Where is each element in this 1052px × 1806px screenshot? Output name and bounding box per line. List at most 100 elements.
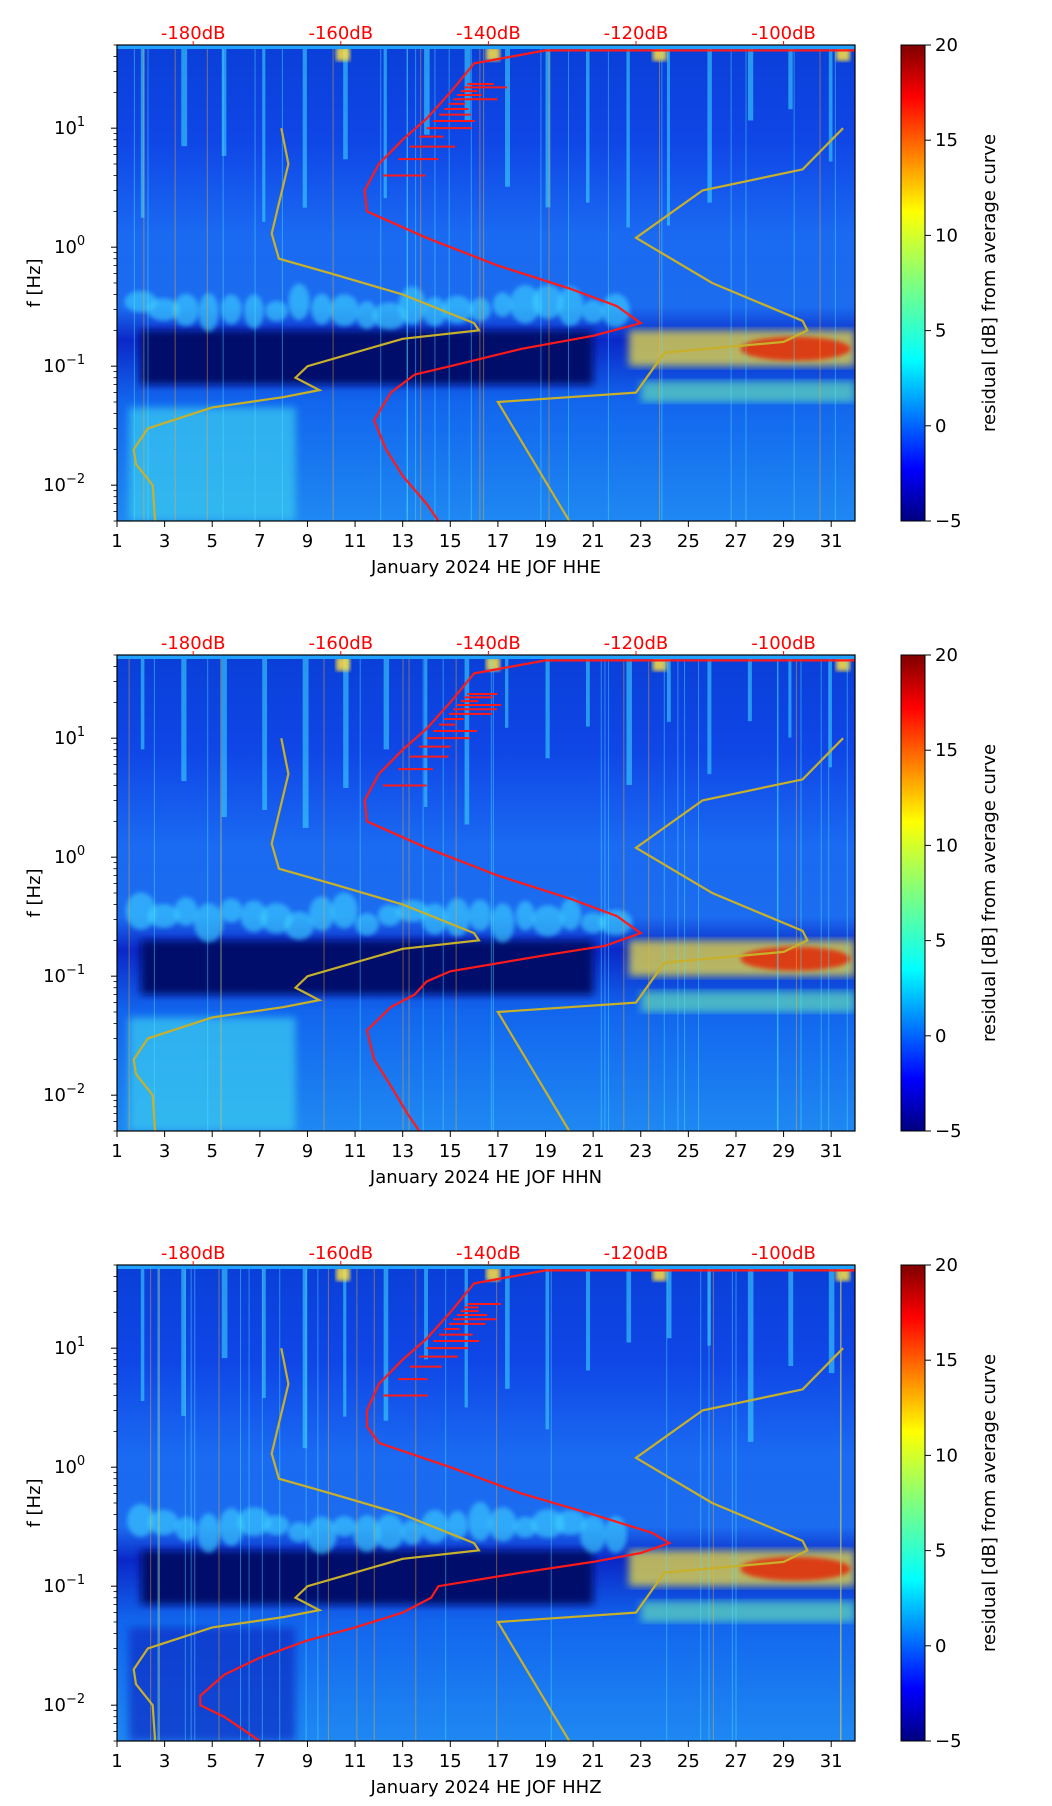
heatmap-streak [140, 49, 145, 218]
heatmap-streak [626, 1269, 632, 1343]
x-tick-label: 31 [820, 1141, 843, 1162]
heatmap-hotspot [652, 1267, 667, 1281]
y-tick-exponent: 1 [77, 115, 85, 130]
heatmap-blob [580, 1515, 607, 1554]
heatmap-blob [329, 294, 360, 327]
y-tick-label: 10−1 [43, 1573, 85, 1597]
x-tick-label: 9 [302, 531, 313, 552]
heatmap-streak [302, 49, 307, 208]
heatmap-quiet-band [140, 330, 594, 385]
top-axis-label: -140dB [456, 633, 521, 654]
top-axis-label: -120dB [604, 23, 669, 44]
heatmap-streak [828, 49, 833, 162]
heatmap-streak [505, 49, 511, 187]
heatmap-streak [262, 49, 266, 222]
y-tick-base: 10 [54, 847, 77, 868]
heatmap-streak [666, 49, 671, 226]
heatmap-streak [707, 49, 712, 203]
y-tick-label: 101 [54, 1335, 85, 1359]
heatmap-blob [509, 285, 541, 324]
top-axis-label: -160dB [308, 633, 373, 654]
heatmap-streak [747, 49, 754, 121]
heatmap-blob [263, 1515, 290, 1536]
heatmap-blob [374, 1514, 405, 1550]
heatmap-blob [284, 911, 314, 940]
heatmap-blob [353, 1515, 381, 1553]
y-axis-label: f [Hz] [24, 1478, 45, 1527]
heatmap-blob [469, 297, 491, 322]
x-tick-label: 31 [820, 1751, 843, 1772]
heatmap-blob [560, 898, 582, 931]
x-tick-label: 11 [344, 1751, 367, 1772]
heatmap-streak [343, 49, 348, 160]
x-tick-label: 21 [582, 531, 605, 552]
x-tick-label: 27 [725, 1751, 748, 1772]
x-tick-label: 19 [534, 1141, 557, 1162]
heatmap-streak [424, 49, 430, 135]
y-tick-label: 10−1 [43, 353, 85, 377]
y-tick-label: 100 [54, 844, 85, 868]
heatmap-quiet-band [140, 940, 594, 995]
heatmap-blob [401, 1519, 424, 1545]
top-axis-label: -100dB [751, 1243, 816, 1264]
average-psd-curve [363, 659, 855, 1131]
x-tick-label: 19 [534, 531, 557, 552]
colorbar: −5 0 5 10 15 20 residual [dB] from average cur… [900, 1255, 1000, 1752]
chart-panel-3: 1 3 5 7 9 11 13 15 17 19 21 23 25 27 29 3110−210−110010… [24, 1243, 1000, 1798]
heatmap-blob [490, 903, 515, 943]
heatmap-blob [468, 899, 492, 932]
nlnm-curve [496, 127, 844, 521]
y-axis-label: f [Hz] [24, 868, 45, 917]
x-tick-label: 13 [391, 1141, 414, 1162]
heatmap-streak [626, 659, 632, 786]
x-tick-label: 9 [302, 1751, 313, 1772]
heatmap-hotspot [336, 657, 351, 671]
heatmap-streak [302, 1269, 308, 1449]
colorbar-tick-label: −5 [935, 1121, 962, 1142]
x-tick-label: 3 [159, 1751, 170, 1772]
x-tick-label: 17 [486, 1141, 509, 1162]
x-tick-label: 9 [302, 1141, 313, 1162]
x-axis-label: January 2024 HE JOF HHZ [369, 1777, 601, 1798]
heatmap-hotspot [336, 47, 351, 61]
heatmap-streak [262, 1269, 266, 1399]
y-tick-exponent: 0 [77, 844, 85, 859]
heatmap-streak [181, 49, 188, 147]
heatmap-hotspot [336, 1267, 351, 1281]
heatmap-blob [488, 1507, 517, 1542]
heatmap-blob [219, 1508, 244, 1546]
heatmap-streak [788, 659, 792, 738]
heatmap-storm-peak [740, 946, 851, 971]
heatmap-blob [175, 1516, 197, 1542]
y-tick-base: 10 [43, 1695, 66, 1716]
x-tick-label: 7 [254, 1141, 265, 1162]
x-tick-label: 15 [439, 1141, 462, 1162]
colorbar-tick-label: 20 [935, 1255, 958, 1276]
heatmap-streak [626, 49, 630, 228]
heatmap-hotspot [835, 1267, 850, 1281]
x-tick-label: 21 [582, 1751, 605, 1772]
x-tick-label: 11 [344, 531, 367, 552]
y-tick-base: 10 [43, 1085, 66, 1106]
heatmap-streak [585, 1269, 591, 1371]
heatmap-streak [707, 659, 712, 775]
heatmap-blob [244, 294, 264, 329]
heatmap-storm-peak [740, 1556, 851, 1581]
heatmap-blob [356, 301, 378, 330]
y-tick-base: 10 [54, 118, 77, 139]
chart-panel-2: 1 3 5 7 9 11 13 15 17 19 21 23 25 27 29 3110−210−110010… [24, 633, 1000, 1188]
colorbar-tick-label: 10 [935, 225, 958, 246]
colorbar-label: residual [dB] from average curve [979, 134, 1000, 432]
x-tick-label: 1 [111, 1141, 122, 1162]
x-axis-label: January 2024 HE JOF HHE [370, 557, 601, 578]
heatmap-streak [181, 659, 187, 782]
heatmap-streak [505, 1269, 510, 1389]
heatmap-storm-tail [640, 1601, 855, 1622]
x-tick-label: 23 [629, 1751, 652, 1772]
y-tick-base: 10 [54, 1457, 77, 1478]
colorbar-tick-label: 5 [935, 1541, 946, 1562]
x-tick-label: 3 [159, 1141, 170, 1162]
heatmap-blob [580, 912, 606, 934]
y-tick-base: 10 [54, 728, 77, 749]
